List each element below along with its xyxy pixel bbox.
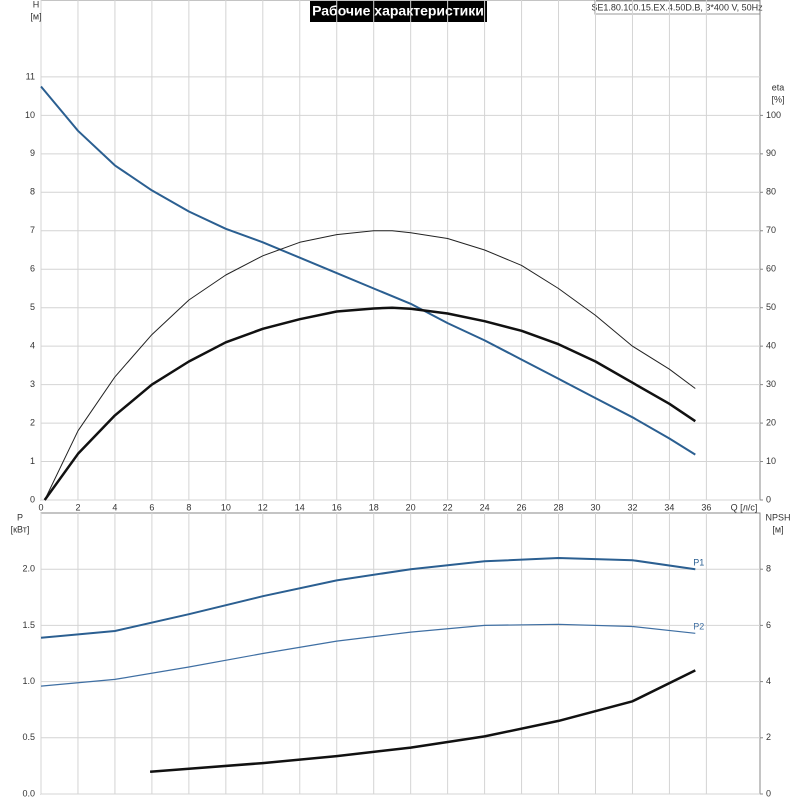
y-tick-label: 4 <box>30 341 35 351</box>
x-tick-label: 20 <box>406 502 416 512</box>
plot-area <box>40 0 761 501</box>
y2-tick-label: 40 <box>766 341 776 351</box>
y2-tick-label: 6 <box>766 620 771 630</box>
y2-axis-unit: [%] <box>771 94 784 104</box>
x-tick-label: 16 <box>332 502 342 512</box>
x-tick-label: 18 <box>369 502 379 512</box>
y-tick-label: 0 <box>30 494 35 504</box>
y-tick-label: 2.0 <box>22 564 35 574</box>
y2-tick-label: 60 <box>766 264 776 274</box>
y2-axis-label: eta <box>772 82 785 92</box>
y2-tick-label: 4 <box>766 676 771 686</box>
x-tick-label: 30 <box>590 502 600 512</box>
curve <box>150 669 696 774</box>
y-axis-label: P <box>17 512 23 522</box>
y-tick-label: 6 <box>30 264 35 274</box>
y2-tick-label: 8 <box>766 564 771 574</box>
curve <box>43 306 696 501</box>
x-tick-label: 6 <box>149 502 154 512</box>
plot-area <box>40 512 761 795</box>
y-axis-label: H <box>33 0 40 9</box>
y-tick-label: 8 <box>30 187 35 197</box>
y-tick-label: 3 <box>30 379 35 389</box>
curve <box>40 85 696 456</box>
x-tick-label: 8 <box>186 502 191 512</box>
y2-tick-label: 0 <box>766 494 771 504</box>
y-tick-label: 11 <box>26 71 35 81</box>
y2-axis-unit: [м] <box>772 524 783 534</box>
y-tick-label: 1.5 <box>22 620 35 630</box>
x-tick-label: 10 <box>221 502 231 512</box>
x-tick-label: 12 <box>258 502 268 512</box>
y-tick-label: 1 <box>30 456 35 466</box>
x-tick-label: 22 <box>443 502 453 512</box>
x-tick-label: 4 <box>112 502 117 512</box>
y2-tick-label: 80 <box>766 187 776 197</box>
y2-tick-label: 50 <box>766 302 776 312</box>
y-tick-label: 2 <box>30 417 35 427</box>
x-axis-label: Q [л/с] <box>731 502 758 512</box>
curve <box>40 557 696 639</box>
y2-tick-label: 90 <box>766 148 776 158</box>
x-tick-label: 0 <box>38 502 43 512</box>
y-axis-unit: [м] <box>30 11 41 21</box>
x-tick-label: 28 <box>554 502 564 512</box>
x-tick-label: 36 <box>701 502 711 512</box>
title-box <box>310 1 487 22</box>
x-tick-label: 14 <box>295 502 305 512</box>
y-tick-label: 9 <box>30 148 35 158</box>
y2-tick-label: 20 <box>766 417 776 427</box>
y-tick-label: 0.5 <box>22 732 35 742</box>
y2-axis-label: NPSH <box>765 512 790 522</box>
y2-tick-label: 2 <box>766 732 771 742</box>
y2-tick-label: 0 <box>766 788 771 798</box>
y2-tick-label: 100 <box>766 110 781 120</box>
y-tick-label: 7 <box>30 225 35 235</box>
chart-title: Рабочие характеристики <box>312 3 484 19</box>
y2-tick-label: 10 <box>766 456 776 466</box>
curve-label: P1 <box>693 558 704 568</box>
x-tick-label: 32 <box>627 502 637 512</box>
chart-subtitle: SE1.80.100.15.EX.4.50D.B, 3*400 V, 50Hz <box>591 2 763 12</box>
curve-label: P2 <box>693 622 704 632</box>
y-tick-label: 0.0 <box>22 788 35 798</box>
x-tick-label: 2 <box>75 502 80 512</box>
y-tick-label: 10 <box>25 110 35 120</box>
y2-tick-label: 70 <box>766 225 776 235</box>
y-tick-label: 5 <box>30 302 35 312</box>
x-tick-label: 26 <box>517 502 527 512</box>
curve <box>40 623 696 687</box>
curve <box>44 230 696 501</box>
x-tick-label: 24 <box>480 502 490 512</box>
y2-tick-label: 30 <box>766 379 776 389</box>
x-tick-label: 34 <box>664 502 674 512</box>
y-axis-unit: [кВт] <box>11 524 30 534</box>
y-tick-label: 1.0 <box>22 676 35 686</box>
